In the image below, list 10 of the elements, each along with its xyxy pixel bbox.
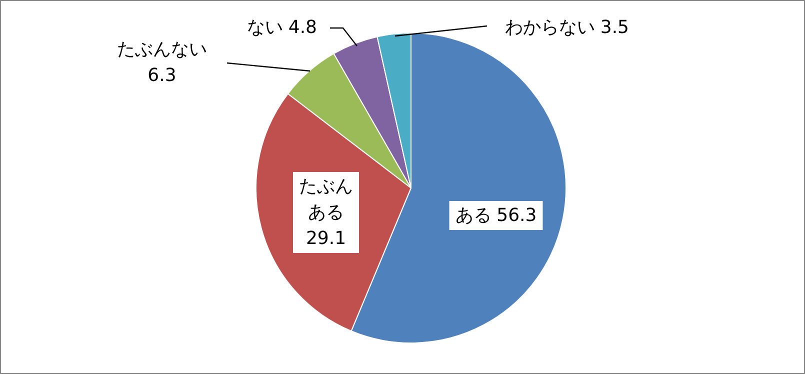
data-label: 3.5 [600, 17, 630, 38]
slice-label: わからない [504, 17, 595, 38]
slice-label: ない [246, 17, 283, 38]
slice-label: たぶんある [299, 176, 353, 223]
data-label: 4.8 [288, 17, 318, 38]
slice-label: ある [455, 205, 492, 226]
data-label: 6.3 [148, 65, 176, 86]
slice-label: たぶんない [117, 39, 207, 60]
data-label: 56.3 [496, 205, 537, 226]
data-label: 29.1 [306, 228, 346, 249]
